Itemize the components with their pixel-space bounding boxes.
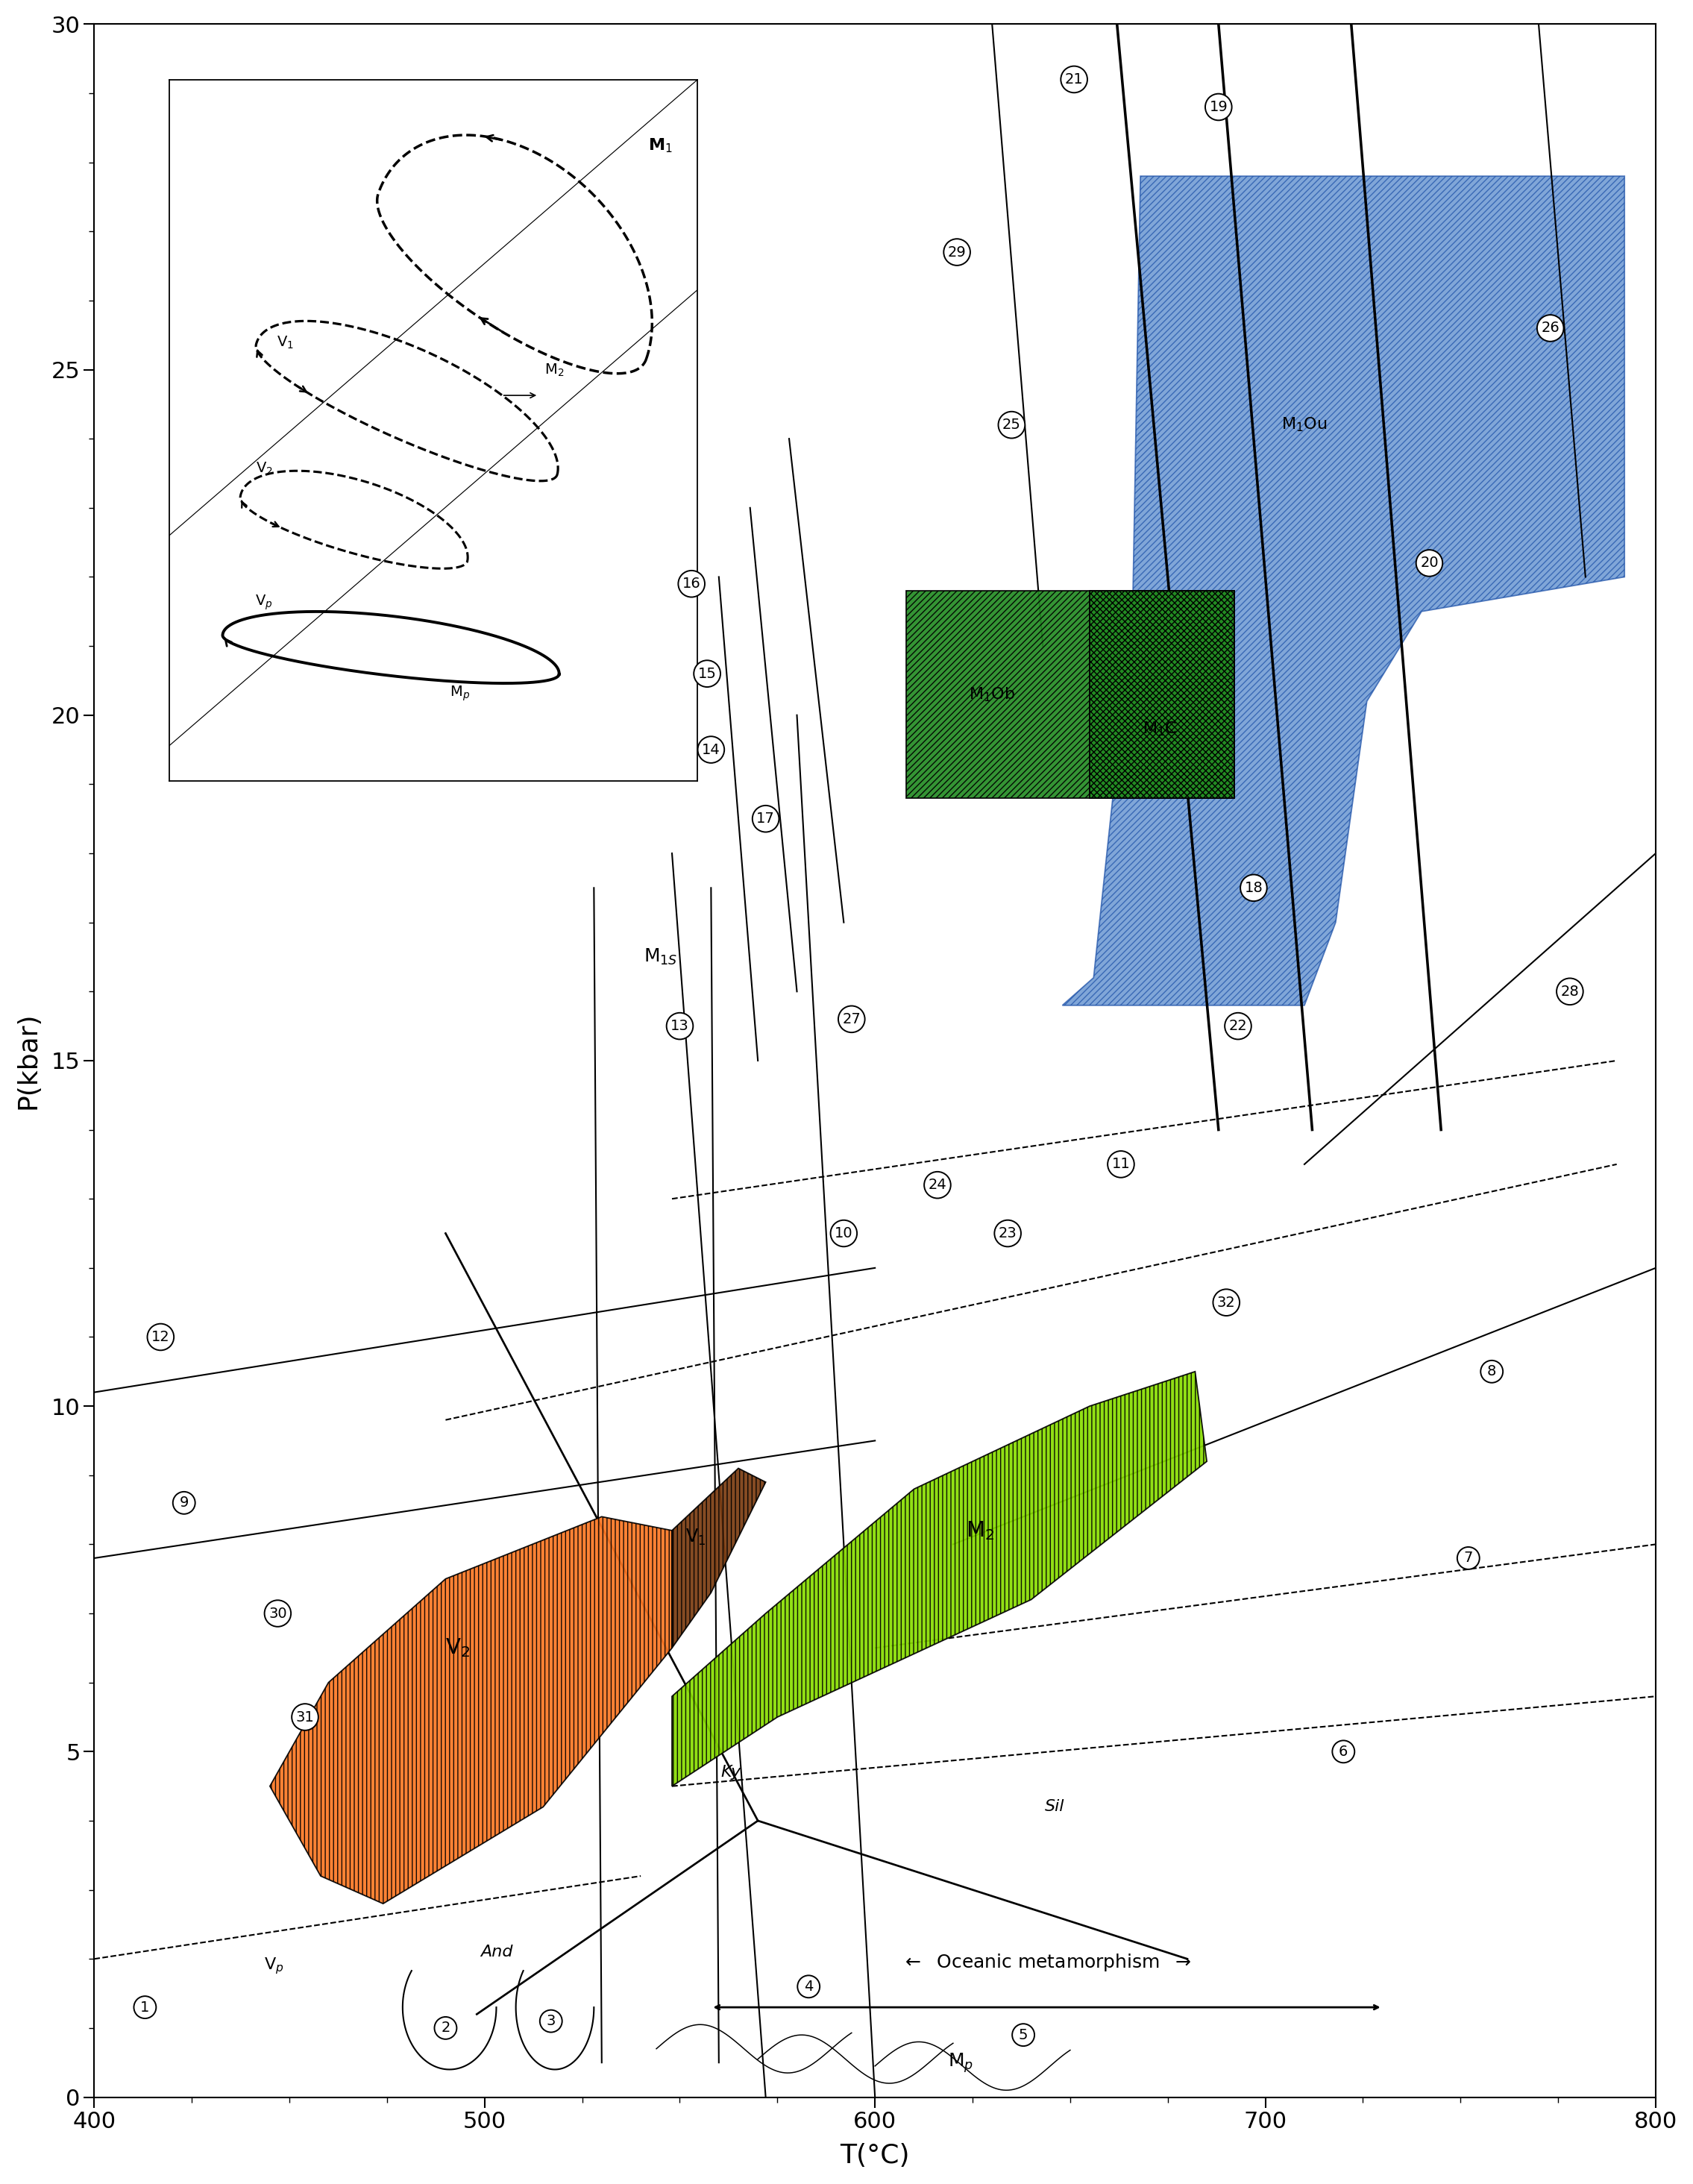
Text: M$_1$C: M$_1$C <box>1143 721 1177 738</box>
Polygon shape <box>1063 177 1625 1005</box>
Text: 10: 10 <box>835 1225 853 1241</box>
Text: 4: 4 <box>804 1979 813 1994</box>
Y-axis label: P(kbar): P(kbar) <box>15 1011 41 1109</box>
Text: 20: 20 <box>1420 557 1439 570</box>
Text: 17: 17 <box>757 812 775 826</box>
Text: 12: 12 <box>151 1330 169 1343</box>
Text: M$_p$: M$_p$ <box>948 2051 973 2075</box>
Text: 23: 23 <box>999 1225 1017 1241</box>
Text: 8: 8 <box>1486 1365 1497 1378</box>
Text: M$_1$Ob: M$_1$Ob <box>968 686 1016 703</box>
Text: V$_1$: V$_1$ <box>686 1527 706 1546</box>
Text: $\leftarrow$  Oceanic metamorphism  $\rightarrow$: $\leftarrow$ Oceanic metamorphism $\righ… <box>902 1952 1192 1972</box>
Text: 7: 7 <box>1464 1551 1473 1566</box>
Text: 19: 19 <box>1209 100 1227 114</box>
Text: 18: 18 <box>1244 880 1263 895</box>
Text: 26: 26 <box>1541 321 1559 336</box>
Text: 6: 6 <box>1339 1745 1348 1758</box>
Polygon shape <box>906 590 1234 797</box>
Text: 2: 2 <box>440 2020 450 2035</box>
Text: 13: 13 <box>670 1020 689 1033</box>
Text: 28: 28 <box>1561 985 1580 998</box>
Text: 14: 14 <box>703 743 720 756</box>
Text: 25: 25 <box>1002 417 1021 432</box>
Text: 1: 1 <box>141 2001 149 2014</box>
Text: 32: 32 <box>1217 1295 1236 1310</box>
Text: 16: 16 <box>682 577 701 592</box>
Text: M$_{1S}$: M$_{1S}$ <box>643 948 677 968</box>
Polygon shape <box>672 1468 765 1649</box>
Text: 31: 31 <box>296 1710 315 1723</box>
Text: 30: 30 <box>269 1607 286 1621</box>
Text: 21: 21 <box>1065 72 1084 87</box>
Text: 24: 24 <box>928 1177 946 1192</box>
Text: V$_p$: V$_p$ <box>264 1957 284 1977</box>
Text: Sil: Sil <box>1045 1800 1065 1815</box>
Polygon shape <box>672 1372 1207 1787</box>
Text: V$_2$: V$_2$ <box>445 1636 469 1660</box>
X-axis label: T(°C): T(°C) <box>840 2143 909 2169</box>
Polygon shape <box>1090 590 1234 797</box>
Text: 27: 27 <box>843 1011 860 1026</box>
Text: 11: 11 <box>1112 1158 1131 1171</box>
Text: 9: 9 <box>179 1496 188 1509</box>
Text: M$_1$Ou: M$_1$Ou <box>1282 417 1327 435</box>
Text: 22: 22 <box>1229 1020 1248 1033</box>
Text: 3: 3 <box>547 2014 555 2029</box>
Text: 29: 29 <box>948 245 967 260</box>
Text: Ky: Ky <box>721 1765 740 1780</box>
Text: M$_2$: M$_2$ <box>967 1520 995 1542</box>
Text: And: And <box>481 1944 513 1959</box>
Text: 5: 5 <box>1019 2029 1028 2042</box>
Polygon shape <box>269 1516 672 1904</box>
Text: 15: 15 <box>698 666 716 681</box>
